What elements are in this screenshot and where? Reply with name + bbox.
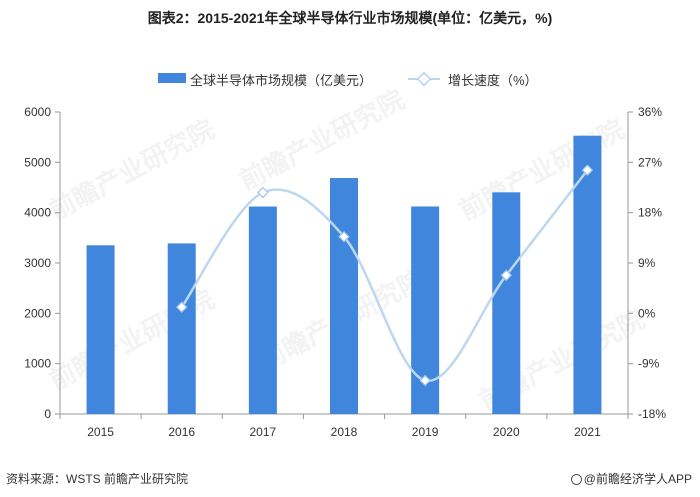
legend-bar-label: 全球半导体市场规模（亿美元） [190,73,373,88]
y-left-tick-label: 3000 [24,256,51,270]
legend-bar-swatch [158,73,186,83]
growth-point [338,230,350,243]
bar [330,178,358,414]
growth-point [581,164,594,176]
legend: 全球半导体市场规模（亿美元） 增长速度（%） [0,68,700,88]
y-right-tick-label: 36% [638,105,662,119]
bar [492,192,521,414]
bar [248,206,277,414]
source-note: 资料来源：WSTS 前瞻产业研究院 [6,472,188,486]
brand-logo-icon [570,474,582,485]
growth-point [419,374,431,387]
brand-text: @前瞻经济学人APP [583,472,692,486]
brand-credit: @前瞻经济学人APP [570,470,692,487]
y-right-tick-label: 18% [638,206,662,220]
y-left-tick-label: 4000 [24,206,51,220]
y-left-tick-label: 5000 [24,155,51,169]
growth-point [175,301,188,313]
x-tick-label: 2018 [331,425,358,439]
x-tick-label: 2015 [87,425,114,439]
y-right-tick-label: 9% [638,256,656,270]
chart-title: 图表2：2015-2021年全球半导体行业市场规模(单位：亿美元，%) [147,10,553,26]
legend-line-label: 增长速度（%） [448,73,538,88]
y-left-tick-label: 2000 [24,306,51,320]
y-left-tick-label: 1000 [24,357,51,371]
bar [86,245,115,414]
growth-point [500,269,513,282]
y-right-tick-label: 0% [638,306,656,320]
y-right-tick-label: -18% [638,407,666,421]
y-right-tick-label: 27% [638,155,662,169]
bar [167,243,196,414]
y-right-tick-label: -9% [638,357,660,371]
x-tick-label: 2020 [493,425,520,439]
x-tick-label: 2016 [168,425,195,439]
y-left-tick-label: 6000 [24,105,51,119]
x-tick-label: 2021 [574,425,601,439]
x-tick-label: 2019 [412,425,439,439]
growth-line [180,169,589,382]
bar [573,135,602,414]
growth-point [257,186,269,199]
y-left-tick-label: 0 [44,407,51,421]
x-tick-label: 2017 [250,425,277,439]
